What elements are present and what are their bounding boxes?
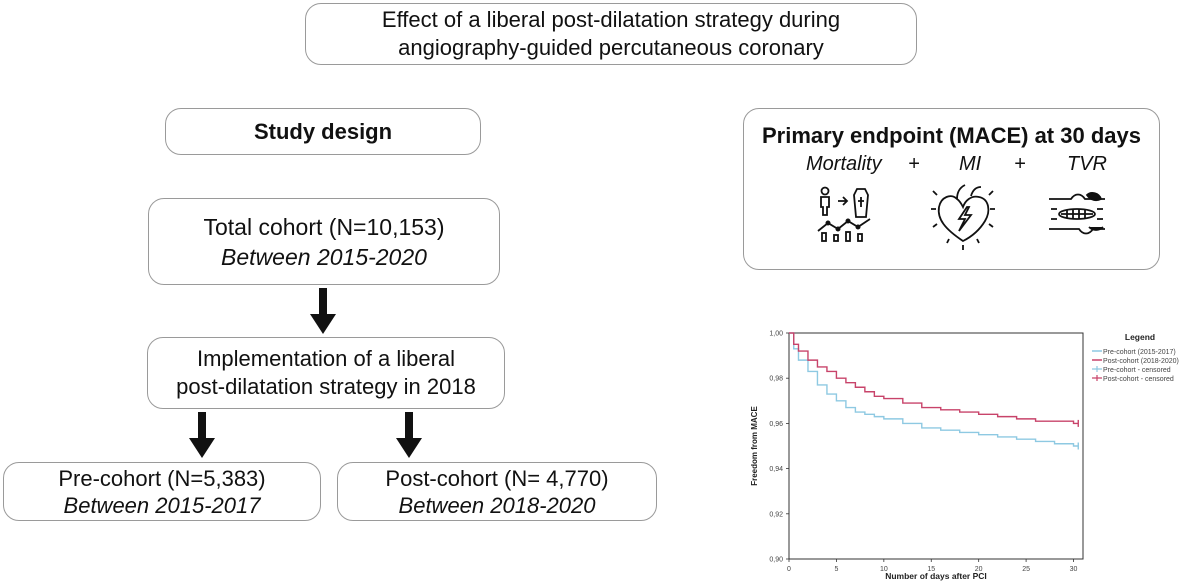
y-tick-label: 1,00 <box>769 331 783 338</box>
title-box: Effect of a liberal post-dilatation stra… <box>305 3 917 65</box>
endpoint-mi: MI <box>959 153 982 175</box>
total-cohort-box: Total cohort (N=10,153) Between 2015-202… <box>148 198 500 285</box>
endpoint-mortality: Mortality <box>806 153 882 175</box>
series-line-pre <box>789 332 1079 447</box>
arrow-down-icon <box>189 412 215 458</box>
implementation-line2: post-dilatation strategy in 2018 <box>176 374 476 399</box>
post-cohort-count: Post-cohort (N= 4,770) <box>385 465 609 491</box>
pre-cohort-count: Pre-cohort (N=5,383) <box>58 465 266 491</box>
endpoint-components: Mortality + MI + TVR <box>744 149 1159 179</box>
legend-entry-pre: Pre-cohort (2015-2017) <box>1103 349 1176 356</box>
post-cohort-period: Between 2018-2020 <box>398 492 596 518</box>
y-axis-label: Freedom from MACE <box>750 406 759 486</box>
legend-entry-pre-censored: Pre-cohort - censored <box>1103 367 1171 374</box>
x-tick-label: 30 <box>1070 566 1078 573</box>
x-axis: 0 5 10 15 20 25 30 <box>787 559 1078 573</box>
x-tick-label: 0 <box>787 566 791 573</box>
x-tick-label: 5 <box>834 566 838 573</box>
arrow-down-icon <box>310 288 336 334</box>
primary-endpoint-box: Primary endpoint (MACE) at 30 days Morta… <box>743 108 1160 270</box>
pre-cohort-box: Pre-cohort (N=5,383) Between 2015-2017 <box>3 462 321 521</box>
y-tick-label: 0,90 <box>769 557 783 564</box>
series-group <box>789 332 1079 450</box>
series-line-post <box>789 332 1079 425</box>
implementation-box: Implementation of a liberal post-dilatat… <box>147 337 505 409</box>
x-tick-label: 10 <box>880 566 888 573</box>
post-cohort-box: Post-cohort (N= 4,770) Between 2018-2020 <box>337 462 657 521</box>
x-tick-label: 20 <box>975 566 983 573</box>
legend-entry-post-censored: Post-cohort - censored <box>1103 376 1174 383</box>
x-tick-label: 15 <box>927 566 935 573</box>
arrow-down-icon <box>396 412 422 458</box>
implementation-line1: Implementation of a liberal <box>196 346 456 371</box>
y-axis: 0,90 0,92 0,94 0,96 0,98 1,00 <box>769 331 789 564</box>
endpoint-title: Primary endpoint (MACE) at 30 days <box>762 123 1141 148</box>
legend-title: Legend <box>1125 332 1155 342</box>
x-axis-label: Number of days after PCI <box>885 571 987 581</box>
study-design-label: Study design <box>253 118 393 144</box>
legend-entry-post: Post-cohort (2018-2020) <box>1103 358 1179 365</box>
stent-vessel-icon <box>1049 192 1105 235</box>
legend-swatch-pre-censored <box>1092 366 1102 372</box>
page-title: Effect of a liberal post-dilatation stra… <box>381 7 841 60</box>
endpoint-icons <box>744 179 1159 259</box>
plot-frame <box>788 332 1084 560</box>
kaplan-meier-chart: 0,90 0,92 0,94 0,96 0,98 1,00 0 5 10 15 20 25 30 Fr… <box>750 331 1179 582</box>
endpoint-plus: + <box>1014 153 1026 175</box>
endpoint-plus: + <box>908 153 920 175</box>
x-tick-label: 25 <box>1022 566 1030 573</box>
total-cohort-count: Total cohort (N=10,153) <box>203 213 445 240</box>
legend: Legend Pre-cohort (2015-2017) Post-cohor… <box>1092 332 1179 383</box>
y-tick-label: 0,96 <box>769 421 783 428</box>
study-design-box: Study design <box>165 108 481 155</box>
mortality-icon <box>817 186 871 242</box>
y-tick-label: 0,92 <box>769 511 783 518</box>
legend-swatch-post-censored <box>1092 375 1102 381</box>
total-cohort-period: Between 2015-2020 <box>221 243 427 270</box>
y-tick-label: 0,98 <box>769 376 783 383</box>
pre-cohort-period: Between 2015-2017 <box>63 492 261 518</box>
heart-icon <box>931 184 995 250</box>
y-tick-label: 0,94 <box>769 466 783 473</box>
endpoint-tvr: TVR <box>1067 153 1107 175</box>
